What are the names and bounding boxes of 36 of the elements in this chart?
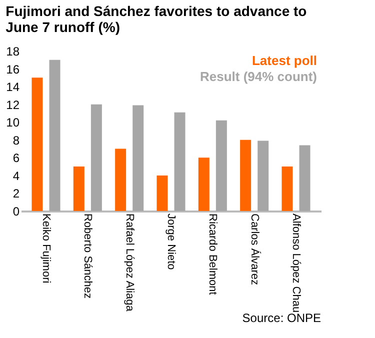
bar [198,158,210,211]
bar [32,78,43,211]
y-tick-label: 4 [12,168,20,183]
y-tick-label: 8 [12,133,20,148]
bar [49,60,60,211]
x-tick-label: Roberto Sánchez [82,214,94,298]
y-tick-label: 2 [12,186,20,201]
text: Result (94% count) [200,69,317,84]
bar [216,120,227,211]
source-note: Source: ONPE [242,311,321,325]
x-tick-label: Keiko Fujimori [40,214,52,284]
bar [132,105,144,211]
bar [258,140,269,211]
text: Latest poll [252,53,317,68]
bar [73,166,84,211]
x-tick-label: Ricardo Belmont [206,214,219,295]
y-tick-label: 0 [12,204,20,218]
y-tick-label: 6 [12,151,20,166]
y-tick-label: 16 [6,62,20,76]
x-tick-label: Carlos Álvarez [248,214,262,286]
bar [90,104,102,211]
x-tick-label: Rafael López Aliaga [123,214,136,312]
x-tick-label: Jorge Nieto [165,214,177,270]
y-tick-label: 12 [6,98,20,112]
text: June 7 runoff (%) [6,19,120,35]
bar [299,145,310,211]
bar [156,175,168,211]
y-tick-label: 14 [6,80,20,94]
y-tick-label: 10 [6,116,20,130]
bar [174,112,186,211]
bar [115,148,126,211]
x-tick-label: Alfonso López Chau [290,214,302,313]
bar [240,140,252,211]
y-tick-label: 18 [6,44,20,58]
text: Fujimori and Sánchez favorites to advance to [6,3,307,19]
bar [282,166,293,211]
